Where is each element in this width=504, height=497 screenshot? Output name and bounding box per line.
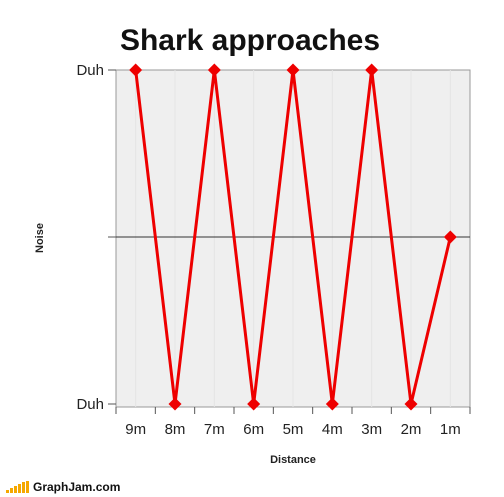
x-tick-label: 4m	[322, 421, 343, 438]
x-tick-label: 2m	[401, 421, 422, 438]
graphjam-logo-icon	[6, 481, 29, 493]
data-point-marker	[365, 63, 379, 77]
x-axis-ticks: 9m 8m 7m 6m 5m 4m 3m 2m 1m	[115, 407, 471, 438]
y-axis-label: Noise	[34, 223, 46, 253]
data-point-marker	[207, 63, 221, 77]
brand-link[interactable]: GraphJam.com	[33, 480, 121, 494]
data-points	[129, 63, 457, 411]
y-tick-label: Duh	[76, 62, 104, 79]
data-point-marker	[443, 230, 457, 244]
data-point-marker	[325, 397, 339, 411]
footer: GraphJam.com	[6, 481, 120, 493]
x-tick-label: 6m	[243, 421, 264, 438]
data-point-marker	[129, 63, 143, 77]
x-axis-label: Distance	[270, 454, 316, 466]
chart-title: Shark approaches	[120, 24, 380, 57]
x-tick-label: 3m	[361, 421, 382, 438]
data-point-marker	[168, 397, 182, 411]
x-tick-label: 5m	[283, 421, 304, 438]
data-point-marker	[286, 63, 300, 77]
data-point-marker	[247, 397, 261, 411]
x-tick-label: 8m	[165, 421, 186, 438]
x-tick-label: 1m	[440, 421, 461, 438]
y-axis-ticks: Duh Duh	[76, 62, 116, 413]
y-tick-label: Duh	[76, 396, 104, 413]
x-tick-label: 9m	[125, 421, 146, 438]
data-point-marker	[404, 397, 418, 411]
x-tick-label: 7m	[204, 421, 225, 438]
